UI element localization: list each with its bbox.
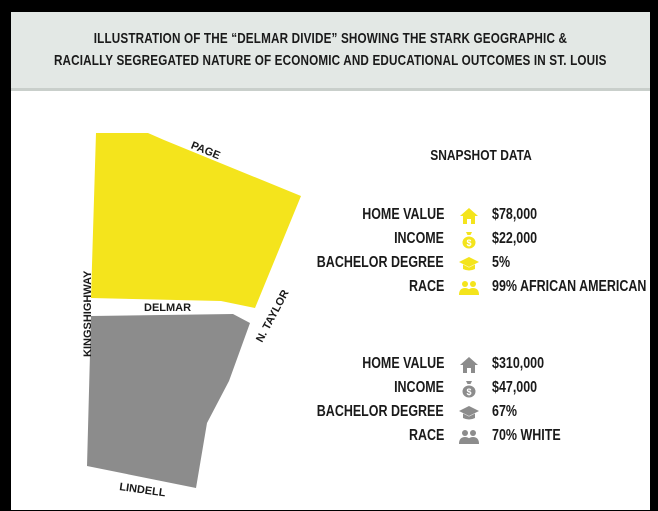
south-region xyxy=(87,314,250,488)
money-bag-icon: $ xyxy=(462,232,476,249)
snapshot-title: SNAPSHOT DATA xyxy=(430,147,532,164)
south-race-row: RACE 70% WHITE xyxy=(11,427,650,449)
row-label: INCOME xyxy=(394,379,444,396)
row-value: 70% WHITE xyxy=(492,427,561,444)
north-region xyxy=(91,133,301,308)
svg-text:$: $ xyxy=(466,387,471,397)
row-value: 99% AFRICAN AMERICAN xyxy=(492,278,647,295)
south-income-row: INCOME $ $47,000 xyxy=(11,379,650,401)
header-title-line-2: racially segregated nature of economic a… xyxy=(54,52,607,69)
street-label-lindell: LINDELL xyxy=(119,481,167,499)
row-value: 5% xyxy=(492,254,511,271)
row-label: INCOME xyxy=(394,230,444,247)
row-label: RACE xyxy=(408,427,444,444)
street-label-delmar: DELMAR xyxy=(144,302,191,314)
money-bag-icon: $ xyxy=(462,381,476,398)
svg-text:$: $ xyxy=(466,238,471,248)
row-label: BACHELOR DEGREE xyxy=(317,254,444,271)
header-title-line-1: Illustration of the “Delmar Divide” show… xyxy=(93,30,568,47)
header-banner: Illustration of the “Delmar Divide” show… xyxy=(11,12,650,91)
row-value: $78,000 xyxy=(492,206,538,223)
row-label: RACE xyxy=(408,278,444,295)
graduation-cap-icon xyxy=(459,406,479,420)
delmar-map: PAGE DELMAR KINGSHIGHWAY N. TAYLOR LINDE… xyxy=(82,133,301,499)
house-icon xyxy=(460,357,478,373)
north-home-value-row: HOME VALUE $78,000 xyxy=(11,206,650,228)
row-label: HOME VALUE xyxy=(361,355,444,372)
north-bachelor-degree-row: BACHELOR DEGREE 5% xyxy=(11,254,650,276)
south-home-value-row: HOME VALUE $310,000 xyxy=(11,355,650,377)
row-value: $47,000 xyxy=(492,379,538,396)
graduation-cap-icon xyxy=(459,257,479,271)
row-label: HOME VALUE xyxy=(361,206,444,223)
people-icon xyxy=(459,281,479,295)
street-label-kingshighway: KINGSHIGHWAY xyxy=(82,270,94,357)
north-race-row: RACE 99% AFRICAN AMERICAN xyxy=(11,278,650,300)
house-icon xyxy=(460,208,478,224)
row-value: $310,000 xyxy=(492,355,545,372)
row-label: BACHELOR DEGREE xyxy=(317,403,444,420)
south-bachelor-degree-row: BACHELOR DEGREE 67% xyxy=(11,403,650,425)
row-value: $22,000 xyxy=(492,230,538,247)
north-income-row: INCOME $ $22,000 xyxy=(11,230,650,252)
row-value: 67% xyxy=(492,403,517,420)
people-icon xyxy=(459,430,479,444)
